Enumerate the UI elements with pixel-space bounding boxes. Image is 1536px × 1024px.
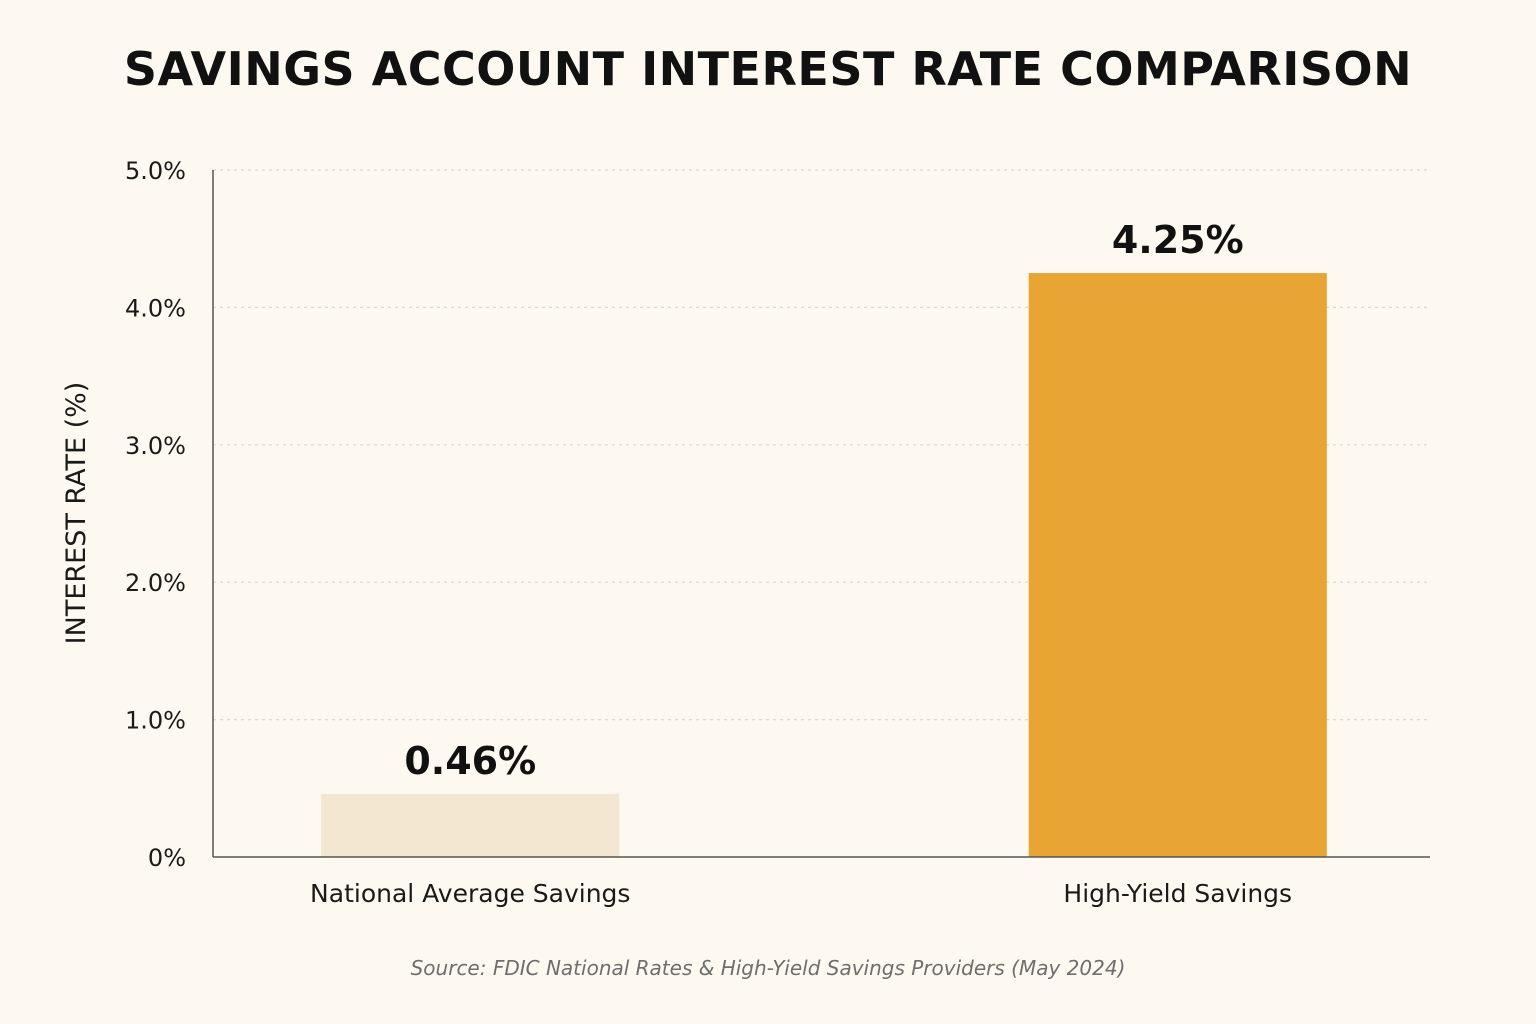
category-labels: National Average Savings High-Yield Savin…: [310, 879, 1292, 908]
y-tick-label: 3.0%: [125, 432, 186, 460]
bar-high-yield-savings: [1028, 273, 1327, 857]
value-labels: 0.46% 4.25%: [404, 218, 1243, 783]
y-tick-label: 0%: [148, 844, 186, 872]
x-category-label: National Average Savings: [310, 879, 630, 908]
y-axis-title: INTEREST RATE (%): [61, 382, 92, 645]
source-note: Source: FDIC National Rates & High-Yield…: [410, 956, 1126, 980]
x-category-label: High-Yield Savings: [1063, 879, 1292, 908]
y-tick-label: 2.0%: [125, 569, 186, 597]
bar-national-average-savings: [321, 793, 620, 857]
y-tick-label: 1.0%: [125, 707, 186, 735]
y-tick-label: 5.0%: [125, 157, 186, 185]
y-tick-label: 4.0%: [125, 294, 186, 322]
y-axis-ticks: 0% 1.0% 2.0% 3.0% 4.0% 5.0%: [125, 157, 186, 872]
value-label: 0.46%: [404, 739, 536, 783]
chart-title: SAVINGS ACCOUNT INTEREST RATE COMPARISON: [123, 42, 1413, 96]
bars: [321, 273, 1327, 857]
value-label: 4.25%: [1112, 218, 1244, 262]
